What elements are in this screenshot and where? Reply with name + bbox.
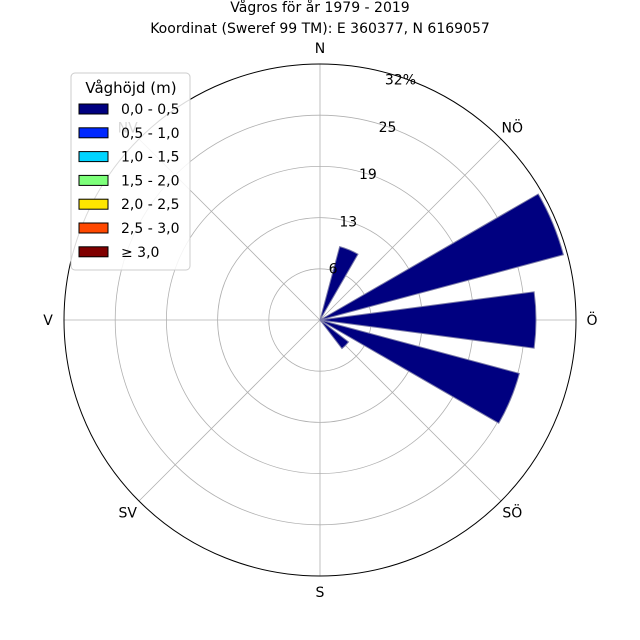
legend-title: Våghöjd (m) [85,79,176,97]
sector-bar-1 [319,193,565,321]
legend-box [70,72,191,271]
legend-label-3: 1,5 - 2,0 [121,173,179,189]
sector-bar-0 [319,245,359,321]
direction-label-4: S [316,585,325,601]
legend-swatch-5 [78,222,109,234]
direction-label-5: SV [118,505,137,521]
sector-bar-4 [319,319,350,350]
legend-label-0: 0,0 - 0,5 [121,102,179,118]
outer-ring [63,63,577,577]
direction-label-3: SÖ [502,503,522,521]
grid-spoke [138,319,321,502]
radial-tick-label-3: 25 [379,120,397,136]
direction-label-2: Ö [586,311,597,329]
sector-bar-3 [319,319,520,424]
legend-items: 0,0 - 0,5 0,5 - 1,0 1,0 - 1,5 1,5 - 2,0 2,0 … [78,102,179,261]
legend-swatch-3 [78,174,109,186]
radial-tick-label-4: 32% [385,73,416,89]
radial-tick-labels: 6 13 19 25 32% [329,73,416,278]
grid-spoke [319,319,502,502]
legend-label-4: 2,0 - 2,5 [121,197,179,213]
radial-tick-label-2: 19 [359,167,377,183]
legend-label-5: 2,5 - 3,0 [121,221,179,237]
legend-swatch-6 [78,246,109,258]
direction-label-0: N [315,41,325,57]
radial-tick-label-0: 6 [329,262,338,278]
legend-swatch-0 [78,103,109,115]
legend-swatch-4 [78,198,109,210]
radial-tick-label-1: 13 [339,214,357,230]
sector-bars [319,193,565,424]
legend: Våghöjd (m) 0,0 - 0,5 0,5 - 1,0 1,0 - 1,5 1… [70,72,191,271]
sector-bar-2 [319,291,537,349]
legend-label-6: ≥ 3,0 [121,245,159,261]
legend-label-1: 0,5 - 1,0 [121,126,179,142]
chart-title-line1: Vågros för år 1979 - 2019 [230,0,409,16]
direction-label-6: V [43,313,53,329]
direction-label-1: NÖ [502,119,524,137]
chart-title-line2: Koordinat (Sweref 99 TM): E 360377, N 61… [150,21,490,37]
legend-swatch-1 [78,127,109,139]
legend-label-2: 1,0 - 1,5 [121,150,179,166]
grid-spoke [319,138,502,321]
legend-swatch-2 [78,151,109,163]
